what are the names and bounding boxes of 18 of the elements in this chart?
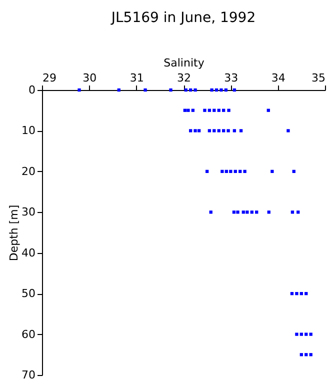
y-tick-label: 60 (22, 328, 36, 341)
x-tick-label: 30 (82, 72, 97, 84)
y-tick-label: 30 (22, 206, 36, 219)
y-tick-label: 70 (22, 368, 36, 382)
x-tick-label: 32 (177, 72, 191, 84)
y-tick-label: 20 (22, 164, 36, 178)
y-tick-label: 0 (28, 84, 36, 96)
x-tick-label: 29 (42, 72, 56, 84)
chart-title: JL5169 in June, 1992 (110, 10, 256, 26)
x-axis-title: Salinity (164, 56, 205, 70)
x-tick-label: 35 (312, 72, 326, 84)
y-tick-label: 40 (22, 246, 36, 260)
y-tick-label: 10 (22, 124, 36, 138)
x-tick-label: 31 (130, 72, 144, 84)
y-tick-label: 50 (22, 287, 36, 300)
y-axis-title: Depth [m] (8, 204, 21, 262)
x-tick-label: 34 (271, 72, 286, 84)
x-tick-label: 33 (224, 72, 238, 84)
